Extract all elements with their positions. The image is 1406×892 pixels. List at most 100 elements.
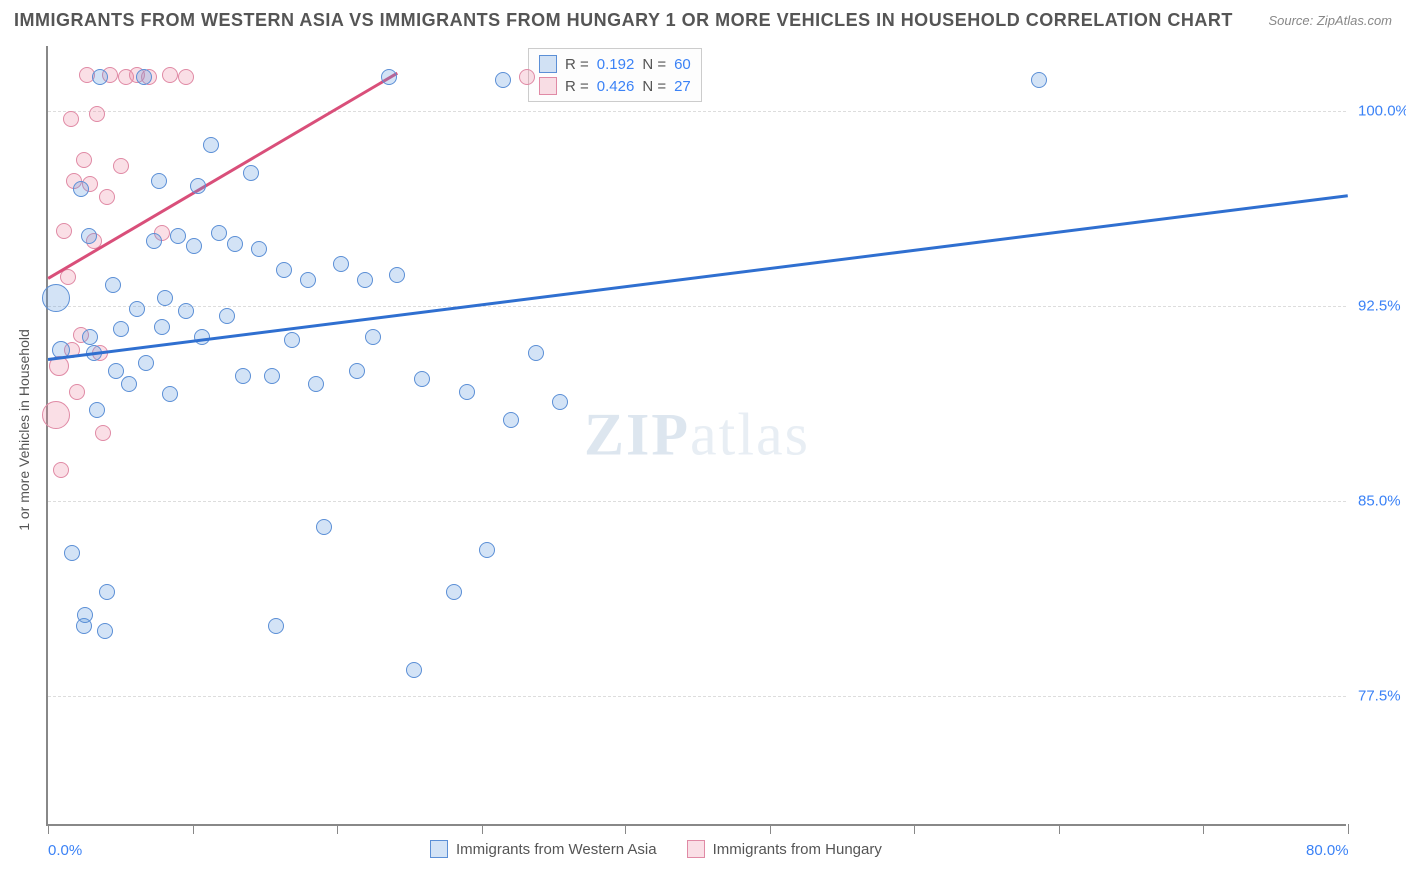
y-tick-label: 92.5% [1358,298,1401,315]
series-b-point [178,69,194,85]
series-a-point [503,412,519,428]
series-b-point [95,425,111,441]
series-a-point [136,69,152,85]
gridline-h [48,111,1346,112]
series-a-point [146,233,162,249]
legend-item-a: Immigrants from Western Asia [430,840,657,858]
series-b-point [63,111,79,127]
watermark: ZIPatlas [584,401,810,470]
series-a-trendline [48,194,1348,360]
gridline-h [48,501,1346,502]
swatch-series-b [687,840,705,858]
chart-title: IMMIGRANTS FROM WESTERN ASIA VS IMMIGRAN… [14,10,1233,31]
series-a-point [552,394,568,410]
series-a-point [170,228,186,244]
series-a-point [138,355,154,371]
series-a-point [178,303,194,319]
series-a-point [479,542,495,558]
series-a-point [235,368,251,384]
series-a-point [459,384,475,400]
series-a-point [162,386,178,402]
x-tick [1348,824,1349,834]
x-tick [770,824,771,834]
legend-row: R = 0.192 N = 60 [539,53,691,75]
series-a-point [414,371,430,387]
series-a-point [92,69,108,85]
series-b-point [76,152,92,168]
correlation-legend: R = 0.192 N = 60 R = 0.426 N = 27 [528,48,702,102]
y-axis-label: 1 or more Vehicles in Household [16,329,32,531]
series-a-point [121,376,137,392]
chart-header: IMMIGRANTS FROM WESTERN ASIA VS IMMIGRAN… [0,0,1406,40]
series-a-point [73,181,89,197]
series-a-point [276,262,292,278]
series-a-point [284,332,300,348]
series-b-trendline [47,72,398,280]
y-tick-label: 100.0% [1358,103,1406,120]
series-a-point [64,545,80,561]
series-b-point [56,223,72,239]
series-a-point [528,345,544,361]
series-a-point [99,584,115,600]
series-legend: Immigrants from Western Asia Immigrants … [430,840,882,858]
series-a-point [495,72,511,88]
series-a-point [333,256,349,272]
series-a-point [381,69,397,85]
x-tick [625,824,626,834]
series-a-point [389,267,405,283]
legend-item-b: Immigrants from Hungary [687,840,882,858]
series-a-point [357,272,373,288]
series-a-point [264,368,280,384]
legend-label: Immigrants from Western Asia [456,841,657,858]
swatch-series-a [539,55,557,73]
series-a-point [108,363,124,379]
x-tick [193,824,194,834]
x-tick [914,824,915,834]
series-b-point [69,384,85,400]
series-b-point [42,401,70,429]
series-a-point [219,308,235,324]
series-a-point [227,236,243,252]
series-a-point [251,241,267,257]
series-a-point [406,662,422,678]
series-a-point [446,584,462,600]
series-a-point [129,301,145,317]
y-tick-label: 77.5% [1358,688,1401,705]
series-a-point [186,238,202,254]
series-a-point [105,277,121,293]
swatch-series-b [539,77,557,95]
x-tick [482,824,483,834]
x-tick-label: 80.0% [1306,842,1349,859]
series-a-point [308,376,324,392]
series-a-point [316,519,332,535]
y-tick-label: 85.0% [1358,493,1401,510]
series-a-point [81,228,97,244]
series-a-point [42,284,70,312]
swatch-series-a [430,840,448,858]
x-tick-label: 0.0% [48,842,82,859]
plot-area: ZIPatlas R = 0.192 N = 60 R = 0.426 N = … [46,46,1346,826]
series-a-point [203,137,219,153]
series-a-point [157,290,173,306]
series-a-point [243,165,259,181]
series-b-point [53,462,69,478]
series-a-point [97,623,113,639]
legend-label: Immigrants from Hungary [713,841,882,858]
legend-row: R = 0.426 N = 27 [539,75,691,97]
series-a-point [154,319,170,335]
series-a-point [113,321,129,337]
series-b-point [60,269,76,285]
series-b-point [99,189,115,205]
series-a-point [77,607,93,623]
series-a-point [365,329,381,345]
series-a-point [349,363,365,379]
series-b-point [113,158,129,174]
series-a-point [1031,72,1047,88]
x-tick [337,824,338,834]
x-tick [1203,824,1204,834]
series-a-point [82,329,98,345]
series-a-point [300,272,316,288]
series-a-point [268,618,284,634]
series-a-point [211,225,227,241]
x-tick [48,824,49,834]
